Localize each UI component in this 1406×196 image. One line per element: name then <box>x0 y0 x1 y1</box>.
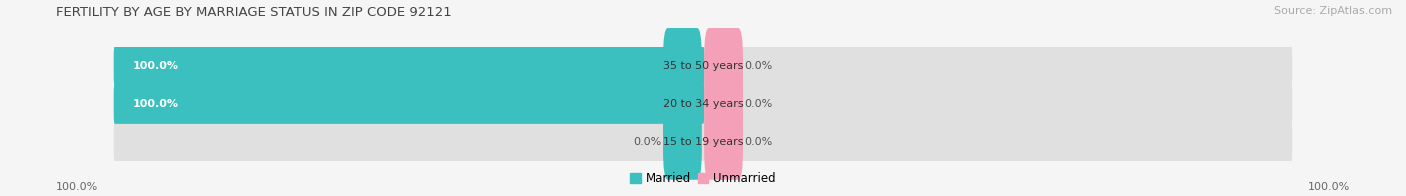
FancyBboxPatch shape <box>114 84 704 124</box>
Text: Source: ZipAtlas.com: Source: ZipAtlas.com <box>1274 6 1392 16</box>
Text: 0.0%: 0.0% <box>744 137 772 147</box>
FancyBboxPatch shape <box>114 46 704 86</box>
FancyBboxPatch shape <box>664 28 702 104</box>
FancyBboxPatch shape <box>664 66 702 142</box>
Text: 35 to 50 years: 35 to 50 years <box>662 61 744 71</box>
Text: 0.0%: 0.0% <box>634 137 662 147</box>
Text: 100.0%: 100.0% <box>56 182 98 192</box>
FancyBboxPatch shape <box>114 84 1292 124</box>
Text: FERTILITY BY AGE BY MARRIAGE STATUS IN ZIP CODE 92121: FERTILITY BY AGE BY MARRIAGE STATUS IN Z… <box>56 6 451 19</box>
FancyBboxPatch shape <box>114 122 1292 162</box>
Text: 0.0%: 0.0% <box>744 99 772 109</box>
Bar <box>115 130 1291 153</box>
FancyBboxPatch shape <box>664 104 702 180</box>
Text: 20 to 34 years: 20 to 34 years <box>662 99 744 109</box>
Legend: Married, Unmarried: Married, Unmarried <box>626 168 780 190</box>
Text: 100.0%: 100.0% <box>132 99 179 109</box>
Bar <box>115 54 1291 78</box>
FancyBboxPatch shape <box>704 66 742 142</box>
Text: 100.0%: 100.0% <box>1308 182 1350 192</box>
Text: 15 to 19 years: 15 to 19 years <box>662 137 744 147</box>
FancyBboxPatch shape <box>114 46 1292 86</box>
FancyBboxPatch shape <box>704 104 742 180</box>
Bar <box>115 92 1291 116</box>
Text: 100.0%: 100.0% <box>132 61 179 71</box>
FancyBboxPatch shape <box>704 28 742 104</box>
Text: 0.0%: 0.0% <box>744 61 772 71</box>
